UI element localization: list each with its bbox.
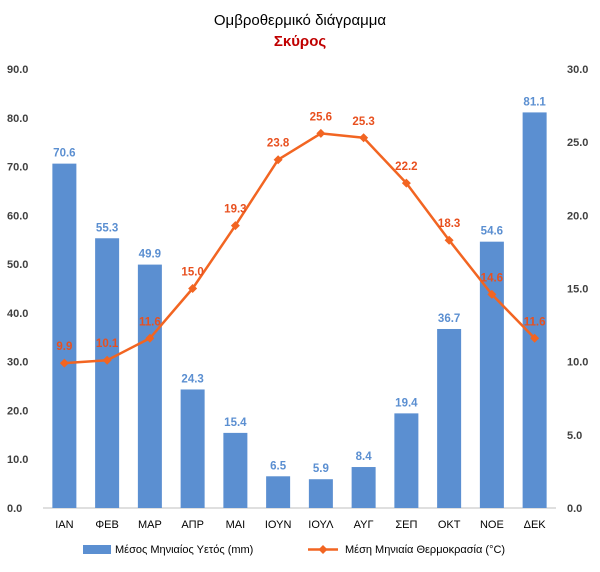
line-data-label: 11.6 (524, 316, 546, 328)
rain-bar (522, 112, 547, 508)
x-tick-label: ΙΟΥΛ (308, 519, 334, 531)
bar-data-label: 70.6 (53, 148, 75, 160)
bar-data-label: 54.6 (481, 226, 503, 238)
y2-tick-label: 25.0 (567, 137, 588, 149)
y2-tick-label: 5.0 (567, 430, 582, 442)
line-data-label: 22.2 (395, 161, 417, 173)
legend-bar-swatch (83, 545, 111, 554)
temperature-point (273, 155, 283, 165)
bar-data-label: 6.5 (270, 460, 287, 472)
line-data-label: 15.0 (181, 267, 203, 279)
line-data-label: 14.6 (481, 272, 503, 284)
line-data-label: 11.6 (139, 316, 161, 328)
temperature-point (316, 128, 326, 138)
bar-data-label: 19.4 (395, 397, 418, 409)
y-tick-label: 50.0 (7, 259, 28, 271)
line-data-label: 19.3 (224, 204, 246, 216)
y-tick-label: 70.0 (7, 162, 28, 174)
chart-subtitle: Σκύρος (273, 33, 327, 50)
y2-tick-label: 0.0 (567, 503, 582, 515)
y2-tick-label: 10.0 (567, 357, 588, 369)
temperature-point (102, 355, 112, 365)
y2-tick-label: 15.0 (567, 284, 588, 296)
x-tick-label: ΟΚΤ (438, 519, 461, 531)
rain-bar (266, 476, 291, 508)
rain-bar (95, 238, 120, 508)
temperature-point (145, 333, 155, 343)
legend-rain-label: Μέσος Μηνιαίος Υετός (mm) (115, 544, 253, 556)
legend: Μέσος Μηνιαίος Υετός (mm) Μέση Μηνιαία Θε… (83, 544, 505, 556)
temperature-point (530, 333, 540, 343)
data-labels: 70.6 55.3 49.9 24.3 15.4 6.5 5.9 8.4 19.4 36.7 54.… (53, 96, 546, 475)
legend-temp-label: Μέση Μηνιαία Θερμοκρασία (°C) (345, 544, 505, 556)
rain-bar (394, 413, 419, 508)
x-tick-label: ΔΕΚ (524, 519, 547, 531)
temperature-point (59, 358, 69, 368)
line-data-label: 25.3 (352, 116, 374, 128)
temperature-point (487, 289, 497, 299)
y-tick-label: 40.0 (7, 308, 28, 320)
rain-bar (223, 432, 248, 508)
y-tick-label: 20.0 (7, 405, 28, 417)
rain-bar (52, 163, 77, 508)
chart-title: Ομβροθερμικό διάγραμμα (213, 12, 387, 29)
rain-bars (52, 112, 547, 508)
bar-data-label: 55.3 (96, 222, 118, 234)
y-tick-label: 80.0 (7, 113, 28, 125)
x-tick-label: ΝΟΕ (480, 519, 504, 531)
bar-data-label: 5.9 (313, 463, 329, 475)
y-tick-label: 10.0 (7, 454, 28, 466)
x-tick-label: ΙΑΝ (55, 519, 73, 531)
y-tick-label: 0.0 (7, 503, 22, 515)
x-tick-label: ΜΑΙ (226, 519, 246, 531)
y-tick-label: 30.0 (7, 357, 28, 369)
bar-data-label: 15.4 (224, 417, 247, 429)
temperature-point (401, 178, 411, 188)
y2-tick-label: 20.0 (567, 210, 588, 222)
line-data-label: 10.1 (96, 338, 119, 350)
x-tick-label: ΣΕΠ (395, 519, 417, 531)
rain-bar (437, 328, 462, 508)
x-tick-label: ΑΥΓ (354, 519, 374, 531)
temperature-point (444, 235, 454, 245)
legend-line-marker (318, 545, 328, 554)
rain-bar (308, 479, 333, 508)
y2-tick-label: 30.0 (567, 64, 588, 76)
y-tick-label: 60.0 (7, 210, 28, 222)
temperature-point (359, 133, 369, 143)
x-tick-label: ΦΕΒ (95, 519, 118, 531)
axes: 0.0 10.0 20.0 30.0 40.0 50.0 60.0 70.0 80.0 90.0 0… (7, 64, 588, 531)
bar-data-label: 49.9 (139, 249, 161, 261)
line-data-label: 18.3 (438, 218, 460, 230)
temperature-series-line (64, 132, 536, 365)
bar-data-label: 81.1 (523, 96, 546, 108)
temperature-point (230, 221, 240, 231)
line-data-label: 23.8 (267, 138, 290, 150)
temperature-point (188, 284, 198, 293)
line-data-label: 25.6 (310, 111, 332, 123)
x-tick-label: ΑΠΡ (181, 519, 204, 531)
y-tick-label: 90.0 (7, 64, 28, 76)
x-tick-label: ΙΟΥΝ (265, 519, 292, 531)
bar-data-label: 36.7 (438, 313, 460, 325)
rain-bar (351, 467, 376, 508)
temperature-line (59, 128, 540, 368)
rain-bar (137, 264, 162, 508)
rain-bar (180, 389, 205, 508)
bar-data-label: 24.3 (181, 373, 203, 385)
bar-data-label: 8.4 (356, 451, 373, 463)
line-data-label: 9.9 (56, 341, 72, 353)
x-tick-label: ΜΑΡ (138, 519, 162, 531)
